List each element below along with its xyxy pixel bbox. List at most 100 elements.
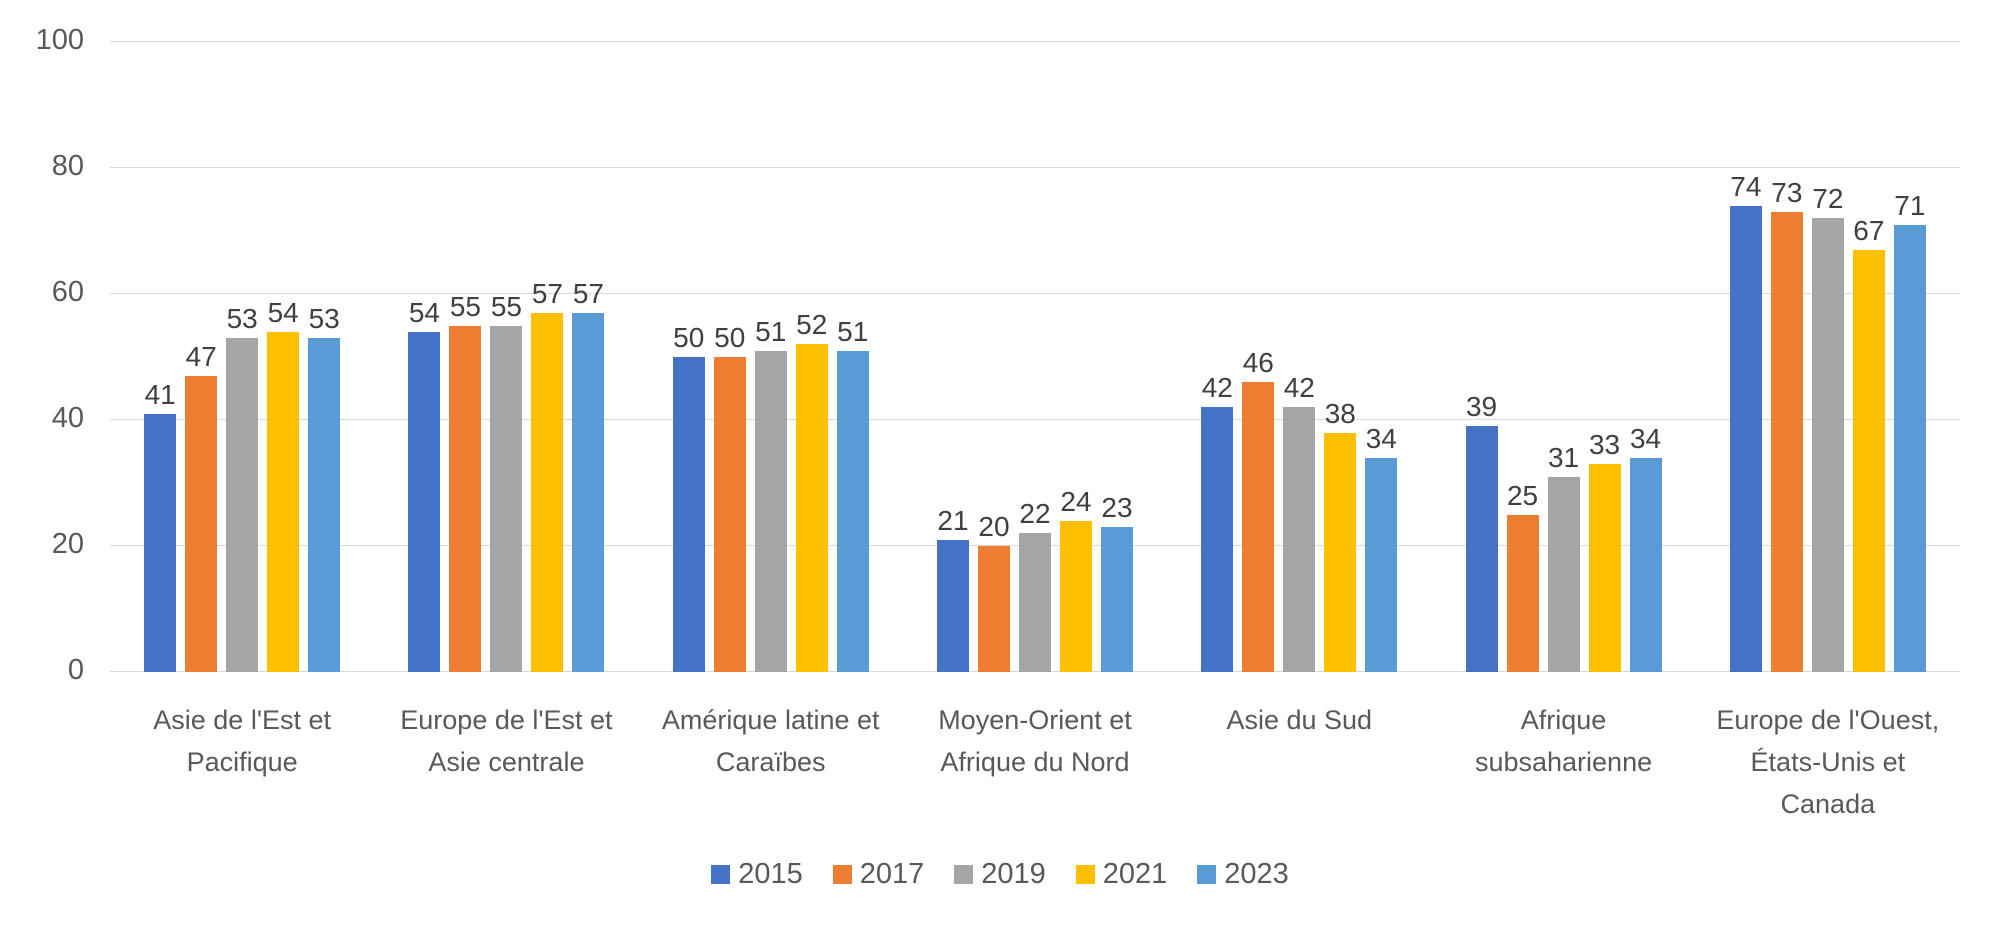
bar-value-label: 50 xyxy=(714,322,746,353)
bar-rect xyxy=(144,413,177,672)
bar-2021: 67 xyxy=(1852,214,1885,672)
bar-rect xyxy=(1283,407,1316,672)
bar-rect xyxy=(408,331,441,672)
category-label: Moyen-Orient et Afrique du Nord xyxy=(938,705,1132,777)
bar-2021: 52 xyxy=(795,311,828,672)
y-tick-label-80: 80 xyxy=(51,150,84,182)
legend-item-2015: 2015 xyxy=(711,860,803,889)
bar-rect xyxy=(1324,432,1357,672)
bar-rect xyxy=(1852,249,1885,672)
y-tick-label-0: 0 xyxy=(67,654,84,686)
category-label: Europe de l'Ouest, États-Unis et Canada xyxy=(1716,705,1940,819)
bar-rect xyxy=(672,357,705,672)
bar-2019: 55 xyxy=(490,292,523,672)
bar-2015: 39 xyxy=(1465,393,1498,672)
legend-label: 2017 xyxy=(859,858,925,890)
legend-label: 2023 xyxy=(1224,858,1289,890)
bar-rect xyxy=(836,350,869,672)
bar-rect xyxy=(1242,382,1275,672)
y-tick-label-20: 20 xyxy=(51,528,84,560)
bar-rect xyxy=(531,312,564,672)
bar-group: 50 50 51 52 51 xyxy=(639,42,903,672)
bar-rect xyxy=(1506,514,1539,672)
bar-rect xyxy=(1770,212,1803,672)
y-axis: 0 20 40 60 80 100 xyxy=(0,26,84,685)
bar-value-label: 42 xyxy=(1283,372,1315,404)
category-label: Asie de l'Est et Pacifique xyxy=(153,705,332,777)
y-tick-label-100: 100 xyxy=(35,24,84,56)
bar-rect xyxy=(713,357,746,672)
bar-value-label: 53 xyxy=(226,303,258,335)
bar-group: 39 25 31 33 34 xyxy=(1431,42,1695,672)
bar-value-label: 25 xyxy=(1506,479,1539,511)
bar-rect xyxy=(1201,407,1234,672)
bar-2023: 57 xyxy=(572,279,605,672)
bar-2017: 50 xyxy=(713,322,746,672)
bar-group: 54 55 55 57 57 xyxy=(374,42,638,672)
bar-rect xyxy=(1365,457,1398,672)
bar-value-label: 24 xyxy=(1060,485,1092,517)
bar-value-label: 51 xyxy=(755,315,787,347)
legend: 2015 2017 2019 2021 2023 xyxy=(0,860,2000,889)
bar-value-label: 74 xyxy=(1730,170,1762,202)
plot-area: 41 47 53 54 53 54 55 55 57 57 50 50 51 52 51 21 20 22 24 23… xyxy=(110,41,1960,672)
bar-2023: 71 xyxy=(1893,189,1926,672)
bar-2021: 57 xyxy=(531,277,564,672)
legend-label: 2015 xyxy=(738,858,803,890)
bar-value-label: 42 xyxy=(1201,372,1233,404)
bar-group: 74 73 72 67 71 xyxy=(1696,42,1960,672)
bar-rect xyxy=(977,546,1010,672)
bar-rect xyxy=(936,539,969,672)
bar-2021: 38 xyxy=(1324,397,1357,672)
bar-group: 42 46 42 38 34 xyxy=(1167,42,1431,672)
category-label: Amérique latine et Caraïbes xyxy=(661,705,880,777)
gridline-40 xyxy=(110,419,1960,420)
bar-rect xyxy=(490,325,523,672)
bar-2023: 51 xyxy=(836,317,869,672)
bar-2019: 42 xyxy=(1283,372,1316,672)
legend-item-2021: 2021 xyxy=(1075,858,1168,890)
legend-swatch-icon xyxy=(1075,865,1095,884)
bar-rect xyxy=(1547,476,1580,672)
bar-value-label: 41 xyxy=(144,378,176,410)
bar-2015: 74 xyxy=(1729,170,1762,672)
bar-rect xyxy=(1893,224,1926,672)
bar-2019: 31 xyxy=(1547,441,1580,672)
bar-2017: 46 xyxy=(1242,347,1275,672)
bar-value-label: 50 xyxy=(673,322,705,353)
gridline-80 xyxy=(110,167,1960,168)
bar-2021: 33 xyxy=(1588,429,1621,672)
bar-value-label: 71 xyxy=(1894,189,1926,221)
bar-rect xyxy=(185,375,218,672)
bar-2017: 55 xyxy=(449,290,482,672)
bar-value-label: 20 xyxy=(978,511,1010,542)
bar-value-label: 46 xyxy=(1242,347,1274,379)
legend-item-2019: 2019 xyxy=(954,860,1046,889)
legend-swatch-icon xyxy=(954,865,974,884)
bar-rect xyxy=(226,338,259,672)
bar-value-label: 57 xyxy=(531,277,563,309)
bar-2023: 53 xyxy=(308,305,341,672)
bar-value-label: 55 xyxy=(449,290,481,322)
bar-rect xyxy=(1100,527,1133,672)
bar-rect xyxy=(1629,457,1662,672)
bar-value-label: 23 xyxy=(1101,492,1133,524)
legend-swatch-icon xyxy=(1197,865,1217,884)
bar-value-label: 67 xyxy=(1853,214,1885,246)
bar-value-label: 47 xyxy=(185,340,217,372)
bar-value-label: 72 xyxy=(1812,183,1844,215)
bar-value-label: 33 xyxy=(1588,429,1621,461)
bar-rect xyxy=(1811,218,1844,672)
bar-rect xyxy=(308,338,341,672)
bar-2015: 42 xyxy=(1201,372,1234,672)
bar-2017: 20 xyxy=(977,511,1010,672)
bar-2023: 23 xyxy=(1100,492,1133,672)
legend-label: 2021 xyxy=(1102,858,1168,890)
bar-value-label: 31 xyxy=(1547,441,1580,473)
bar-value-label: 38 xyxy=(1324,397,1356,429)
gridline-100 xyxy=(110,41,1960,42)
bar-value-label: 34 xyxy=(1629,422,1662,454)
bar-2015: 41 xyxy=(144,378,177,672)
bar-2019: 53 xyxy=(226,303,259,672)
